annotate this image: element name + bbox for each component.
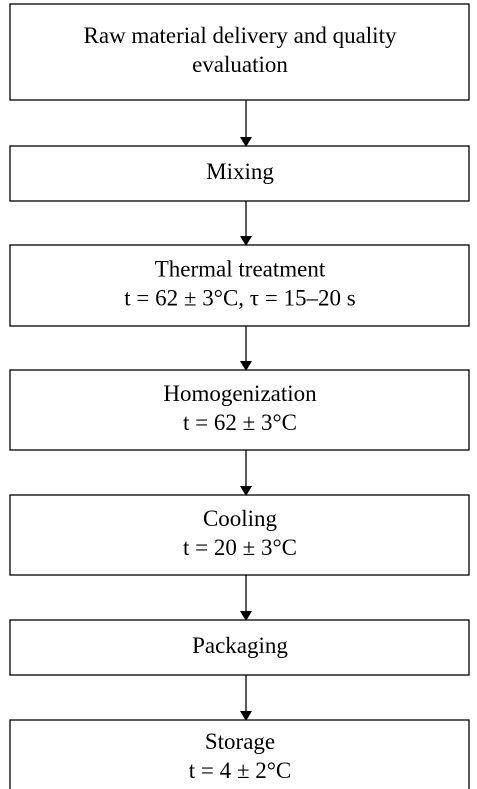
box-label: Homogenization: [163, 381, 317, 406]
box-label: Storage: [205, 729, 275, 754]
box-label: t = 62 ± 3°C, τ = 15–20 s: [124, 285, 355, 310]
box-label: Raw material delivery and quality: [84, 23, 397, 48]
box-label: Cooling: [203, 506, 278, 531]
box-label: Thermal treatment: [155, 256, 326, 281]
process-box: [9, 3, 470, 101]
box-label: evaluation: [192, 52, 288, 77]
process-box: [9, 619, 470, 676]
process-box: [9, 145, 470, 202]
box-label: t = 62 ± 3°C: [183, 410, 297, 435]
box-label: t = 4 ± 2°C: [189, 758, 292, 783]
box-label: Mixing: [206, 159, 274, 184]
box-label: Packaging: [192, 633, 288, 658]
process-box: [9, 494, 470, 576]
process-box: [9, 369, 470, 451]
process-box: [9, 719, 470, 789]
process-box: [9, 244, 470, 327]
box-label: t = 20 ± 3°C: [183, 535, 297, 560]
